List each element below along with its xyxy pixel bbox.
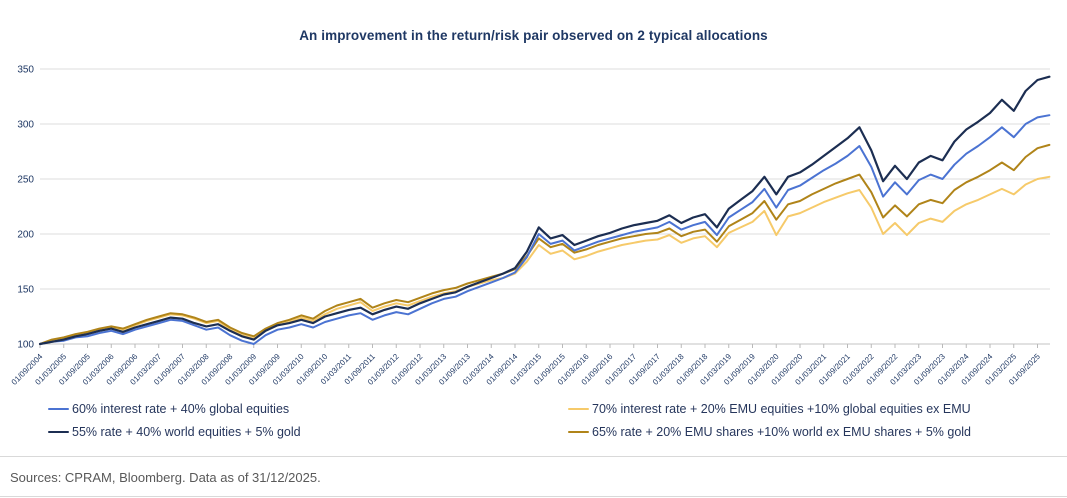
legend-item-55-40-5: 55% rate + 40% world equities + 5% gold (48, 425, 568, 439)
series-line-2 (38, 75, 1051, 346)
y-tick-label: 350 (17, 65, 34, 76)
footer-divider (0, 456, 1067, 457)
x-axis: 01/09/200401/03/200501/09/200501/03/2006… (10, 344, 1042, 387)
y-tick-label: 150 (17, 285, 34, 296)
legend-label: 70% interest rate + 20% EMU equities +10… (592, 402, 971, 416)
legend-swatch-blue (48, 407, 69, 411)
chart-legend: 60% interest rate + 40% global equities … (48, 402, 1038, 439)
legend-label: 55% rate + 40% world equities + 5% gold (72, 425, 301, 439)
series-line-3 (39, 143, 1051, 345)
bottom-border (0, 496, 1067, 497)
sources-text: Sources: CPRAM, Bloomberg. Data as of 31… (10, 470, 321, 485)
legend-item-65-20-10-5: 65% rate + 20% EMU shares +10% world ex … (568, 425, 1038, 439)
legend-swatch-navy (48, 430, 69, 434)
y-tick-label: 200 (17, 230, 34, 241)
series-line-0 (39, 114, 1051, 345)
legend-swatch-dark-gold (568, 430, 589, 434)
legend-label: 60% interest rate + 40% global equities (72, 402, 290, 416)
gridlines: 100 150 200 250 300 350 (17, 65, 1050, 351)
legend-item-70-20-10: 70% interest rate + 20% EMU equities +10… (568, 402, 1038, 416)
legend-swatch-light-gold (568, 407, 589, 411)
legend-item-60-40: 60% interest rate + 40% global equities (48, 402, 568, 416)
y-tick-label: 250 (17, 175, 34, 186)
series-line-1 (39, 175, 1051, 345)
y-tick-label: 300 (17, 120, 34, 131)
y-tick-label: 100 (17, 340, 34, 351)
legend-label: 65% rate + 20% EMU shares +10% world ex … (592, 425, 972, 439)
chart-title: An improvement in the return/risk pair o… (299, 28, 768, 43)
line-chart: 100 150 200 250 300 350 01/09/200401/03/200501… (10, 65, 1051, 387)
